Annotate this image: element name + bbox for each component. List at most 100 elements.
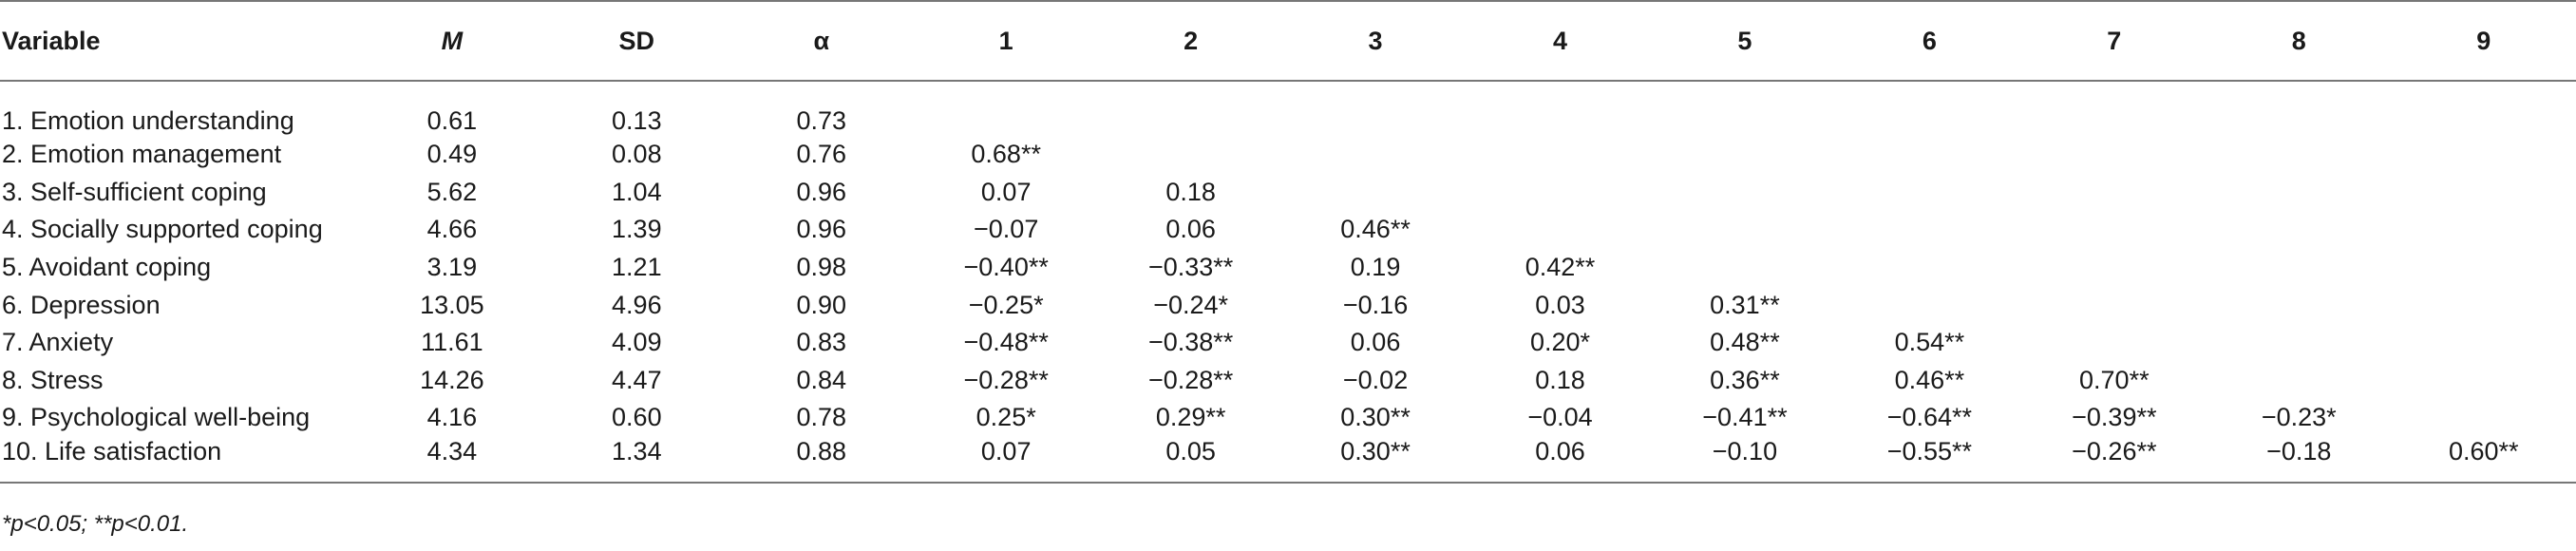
value-cell: 0.46** [1340, 215, 1411, 244]
value-cell [1468, 211, 1652, 249]
value-cell [1837, 286, 2021, 324]
value-cell: −0.10 [1652, 436, 1838, 484]
value-cell [1283, 174, 1468, 212]
value-cell: −0.28** [1147, 365, 1234, 394]
value-cell [2391, 81, 2576, 136]
value-cell: 0.06 [1165, 215, 1216, 244]
value-cell [2391, 174, 2576, 212]
value-cell: 0.06 [1350, 328, 1401, 357]
value-cell: −0.26** [2021, 436, 2207, 484]
value-cell: −0.41** [1702, 403, 1788, 432]
value-cell [2391, 136, 2576, 174]
variable-cell: 1. Emotion understanding [2, 106, 294, 135]
value-cell: 4.66 [426, 215, 478, 244]
value-cell [2391, 211, 2576, 249]
table-row: 2. Emotion management 0.49 0.08 0.76 0.68** [0, 136, 2576, 174]
value-cell [2391, 286, 2576, 324]
value-cell [914, 81, 1098, 136]
value-cell [2207, 286, 2391, 324]
value-cell [1098, 136, 1282, 174]
value-cell: 0.96 [796, 215, 847, 244]
value-cell: −0.04 [1527, 403, 1593, 432]
value-cell: 0.05 [1098, 436, 1283, 484]
header-alpha: α [729, 0, 914, 82]
variable-cell: 4. Socially supported coping [2, 215, 323, 244]
value-cell [2022, 249, 2207, 287]
value-cell [2207, 174, 2391, 212]
header-col-6: 6 [1837, 0, 2022, 82]
value-cell: 0.29** [1155, 403, 1226, 432]
table-row: 4. Socially supported coping 4.66 1.39 0.96… [0, 211, 2576, 249]
value-cell [1653, 136, 1837, 174]
header-row: Variable M SD α 1 2 3 4 5 6 7 8 9 [0, 0, 2576, 82]
value-cell: −0.25* [968, 290, 1044, 319]
variable-cell: 9. Psychological well-being [2, 403, 311, 432]
value-cell: 0.18 [1165, 177, 1216, 206]
table-row: 10. Life satisfaction 4.34 1.34 0.88 0.07 0.0… [0, 436, 2576, 484]
value-cell: −0.07 [974, 215, 1039, 244]
header-col-8: 8 [2207, 0, 2392, 82]
value-cell: 4.16 [426, 403, 478, 432]
value-cell: 0.46** [1894, 365, 1965, 394]
value-cell [2022, 286, 2207, 324]
value-cell: 0.68** [971, 140, 1041, 169]
value-cell: 0.84 [796, 365, 847, 394]
value-cell: 0.06 [1468, 436, 1653, 484]
header-col-1: 1 [913, 0, 1099, 82]
value-cell: 0.78 [796, 403, 847, 432]
value-cell: 0.76 [796, 140, 847, 169]
value-cell: −0.16 [1342, 290, 1409, 319]
value-cell: −0.33** [1147, 253, 1234, 282]
value-cell [2022, 324, 2207, 362]
value-cell [2391, 324, 2576, 362]
value-cell: −0.02 [1342, 365, 1409, 394]
value-cell [2022, 211, 2207, 249]
value-cell: −0.64** [1886, 403, 1973, 432]
value-cell: 0.54** [1894, 328, 1965, 357]
value-cell: 13.05 [420, 290, 484, 319]
value-cell [2207, 362, 2391, 400]
value-cell: 0.13 [612, 106, 662, 135]
table-row: 1. Emotion understanding 0.61 0.13 0.73 [0, 81, 2576, 136]
value-cell: 0.70** [2079, 365, 2150, 394]
header-col-5: 5 [1652, 0, 1838, 82]
value-cell [1837, 81, 2021, 136]
value-cell [2022, 81, 2207, 136]
value-cell: 0.48** [1710, 328, 1780, 357]
value-cell [1283, 136, 1468, 174]
value-cell: −0.18 [2207, 436, 2392, 484]
value-cell [1468, 81, 1652, 136]
value-cell: 0.31** [1710, 290, 1780, 319]
value-cell: 0.30** [1340, 403, 1411, 432]
value-cell [1837, 174, 2021, 212]
table-row: 7. Anxiety 11.61 4.09 0.83 −0.48** −0.38** 0.0… [0, 324, 2576, 362]
value-cell [2207, 324, 2391, 362]
value-cell: 0.60** [2391, 436, 2576, 484]
value-cell: 0.20* [1529, 328, 1591, 357]
variable-cell: 8. Stress [2, 365, 104, 394]
correlation-table: Variable M SD α 1 2 3 4 5 6 7 8 9 1. Emo… [0, 0, 2576, 484]
value-cell: 4.09 [612, 328, 662, 357]
variable-cell: 5. Avoidant coping [2, 253, 212, 282]
value-cell: −0.24* [1153, 290, 1229, 319]
value-cell: 0.36** [1710, 365, 1780, 394]
value-cell [1837, 211, 2021, 249]
value-cell [2207, 81, 2391, 136]
value-cell: −0.40** [963, 253, 1049, 282]
value-cell: 0.83 [796, 328, 847, 357]
value-cell: 0.19 [1350, 253, 1401, 282]
header-col-7: 7 [2021, 0, 2207, 82]
header-col-9: 9 [2391, 0, 2576, 82]
variable-cell: 7. Anxiety [2, 328, 114, 357]
header-mean: M [359, 0, 545, 82]
value-cell: 3.19 [426, 253, 478, 282]
value-cell: 0.88 [729, 436, 914, 484]
value-cell: 1.34 [544, 436, 729, 484]
table-row: 9. Psychological well-being 4.16 0.60 0.78 0… [0, 399, 2576, 437]
table-body: 1. Emotion understanding 0.61 0.13 0.73 2. E… [0, 81, 2576, 484]
variable-cell: 10. Life satisfaction [0, 436, 360, 484]
value-cell [2207, 136, 2391, 174]
value-cell: −0.38** [1147, 328, 1234, 357]
value-cell: 0.96 [796, 177, 847, 206]
table-row: 3. Self-sufficient coping 5.62 1.04 0.96 0.0… [0, 174, 2576, 212]
